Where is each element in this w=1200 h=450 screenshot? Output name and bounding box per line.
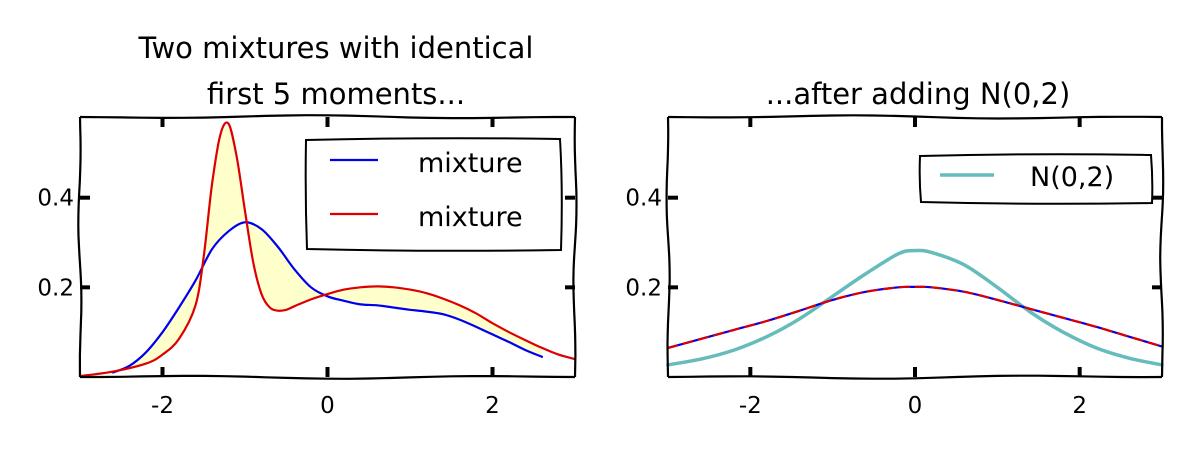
- chart-title-line-1: Two mixtures with identical: [138, 31, 534, 65]
- legend-label-mixture-blue: mixture: [418, 148, 523, 179]
- chart-panel-right: ...after adding N(0,2) -2 0 2 0.2 0.4 N(0,2): [625, 77, 1165, 419]
- axis-ticks: -2 0 2 0.2 0.4: [625, 117, 1162, 419]
- series-line-0: [111, 221, 544, 374]
- x-tick-label: -2: [151, 393, 174, 419]
- x-tick-label: 0: [320, 393, 335, 419]
- x-tick-label: 0: [908, 393, 923, 419]
- axis-left: [77, 116, 83, 378]
- y-tick-label: 0.4: [625, 186, 662, 212]
- series-line-1: [666, 285, 1164, 349]
- legend-label-mixture-red: mixture: [418, 202, 523, 233]
- x-tick-label: 2: [485, 393, 500, 419]
- axis-left: [665, 116, 671, 378]
- axis-right: [572, 116, 578, 378]
- axis-right: [1159, 117, 1165, 378]
- fill-between-area: [113, 125, 542, 373]
- y-tick-label: 0.2: [37, 275, 74, 301]
- x-tick-label: -2: [739, 393, 762, 419]
- legend-label-n02: N(0,2): [1030, 162, 1114, 193]
- x-tick-label: 2: [1072, 393, 1087, 419]
- legend: N(0,2): [918, 153, 1154, 205]
- y-tick-label: 0.4: [37, 186, 74, 212]
- chart-title: ...after adding N(0,2): [766, 77, 1071, 111]
- fill-between-region: [113, 125, 542, 373]
- series-line-1: [78, 121, 577, 378]
- y-tick-label: 0.2: [625, 275, 662, 301]
- series-lines: [666, 248, 1164, 367]
- legend: mixture mixture: [304, 137, 563, 252]
- series-lines: [78, 121, 577, 378]
- series-line-2: [666, 285, 1164, 349]
- chart-panel-left: Two mixtures with identical first 5 mome…: [37, 31, 578, 419]
- legend-box: [304, 137, 563, 252]
- legend-box: [918, 153, 1154, 205]
- chart-title-line-2: first 5 moments...: [207, 77, 465, 111]
- axis-ticks: -2 0 2 0.2 0.4: [37, 117, 575, 419]
- series-line-0: [666, 248, 1164, 367]
